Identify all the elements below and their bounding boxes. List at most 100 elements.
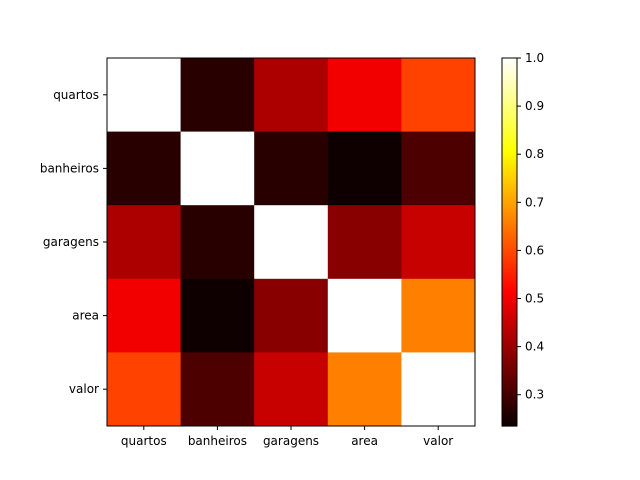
colorbar-segment [502,386,517,389]
colorbar-segment [502,374,517,377]
colorbar-segment [502,104,517,107]
colorbar-tick-label: 1.0 [525,51,544,65]
colorbar-segment [502,132,517,135]
colorbar-segment [502,244,517,247]
colorbar-segment [502,416,517,419]
colorbar-segment [502,158,517,161]
colorbar-segment [502,336,517,339]
heatmap-cell-banheiros-banheiros [180,131,255,206]
colorbar-segment [502,98,517,101]
colorbar-segment [502,378,517,381]
colorbar-segment [502,300,517,303]
colorbar-segment [502,250,517,253]
colorbar-segment [502,64,517,67]
colorbar-segment [502,242,517,245]
heatmap-cell-garagens-banheiros [180,205,255,280]
colorbar-segment [502,110,517,113]
colorbar-segment [502,166,517,169]
colorbar-segment [502,392,517,395]
heatmap-cells [107,58,476,427]
colorbar-tick-label: 0.3 [525,388,544,402]
y-tick-label: banheiros [40,161,99,175]
colorbar-segment [502,264,517,267]
colorbar-segment [502,276,517,279]
heatmap-cell-valor-banheiros [180,352,255,427]
colorbar-segment [502,136,517,139]
colorbar-segment [502,350,517,353]
y-tick-label: valor [69,382,99,396]
x-tick-label: banheiros [188,434,247,448]
colorbar-segment [502,188,517,191]
colorbar-segment [502,334,517,337]
colorbar-segment [502,178,517,181]
colorbar-segment [502,198,517,201]
colorbar-segment [502,222,517,225]
colorbar-segment [502,134,517,137]
colorbar-segment [502,308,517,311]
colorbar-segment [502,82,517,85]
colorbar-segment [502,260,517,263]
colorbar-segment [502,154,517,157]
colorbar-segment [502,288,517,291]
heatmap-cell-garagens-area [327,205,402,280]
colorbar-segment [502,290,517,293]
colorbar-segment [502,320,517,323]
colorbar-segment [502,248,517,251]
colorbar-tick-label: 0.9 [525,99,544,113]
colorbar-segment [502,228,517,231]
colorbar-segment [502,180,517,183]
colorbar-segment [502,294,517,297]
colorbar-segment [502,352,517,355]
colorbar-segment [502,406,517,409]
colorbar-segment [502,402,517,405]
colorbar-segment [502,410,517,413]
colorbar-segment [502,96,517,99]
colorbar-segment [502,240,517,243]
colorbar-segment [502,312,517,315]
colorbar-segment [502,286,517,289]
colorbar-segment [502,206,517,209]
colorbar: 0.3 0.4 0.5 0.6 0.7 0.8 0.9 1.0 [501,51,544,427]
heatmap-cell-area-banheiros [180,278,255,353]
colorbar-segment [502,172,517,175]
colorbar-segment [502,310,517,313]
colorbar-segment [502,324,517,327]
colorbar-segment [502,212,517,215]
colorbar-segment [502,366,517,369]
colorbar-segment [502,408,517,411]
heatmap-cell-valor-area [327,352,402,427]
colorbar-segment [502,326,517,329]
colorbar-segment [502,116,517,119]
heatmap-cell-quartos-quartos [107,58,182,133]
colorbar-tick-label: 0.6 [525,243,544,257]
colorbar-segment [502,214,517,217]
colorbar-segment [502,344,517,347]
colorbar-segment [502,170,517,173]
colorbar-segment [502,330,517,333]
colorbar-segment [502,236,517,239]
colorbar-segment [502,256,517,259]
colorbar-segment [502,398,517,401]
colorbar-segment [502,298,517,301]
colorbar-tick-label: 0.8 [525,147,544,161]
colorbar-segment [502,100,517,103]
colorbar-segment [502,372,517,375]
colorbar-segment [502,282,517,285]
colorbar-tick-label: 0.5 [525,292,544,306]
heatmap-cell-valor-garagens [254,352,329,427]
colorbar-segment [502,422,517,425]
colorbar-segment [502,328,517,331]
x-axis: quartos banheiros garagens area valor [121,426,453,448]
colorbar-segment [502,418,517,421]
colorbar-segment [502,112,517,115]
colorbar-segment [502,338,517,341]
y-tick-label: area [72,309,99,323]
colorbar-segment [502,76,517,79]
colorbar-segment [502,272,517,275]
heatmap-cell-garagens-quartos [107,205,182,280]
colorbar-segment [502,356,517,359]
colorbar-tick-label: 0.4 [525,340,544,354]
x-tick-label: quartos [121,434,167,448]
heatmap-cell-garagens-valor [401,205,476,280]
colorbar-segment [502,246,517,249]
